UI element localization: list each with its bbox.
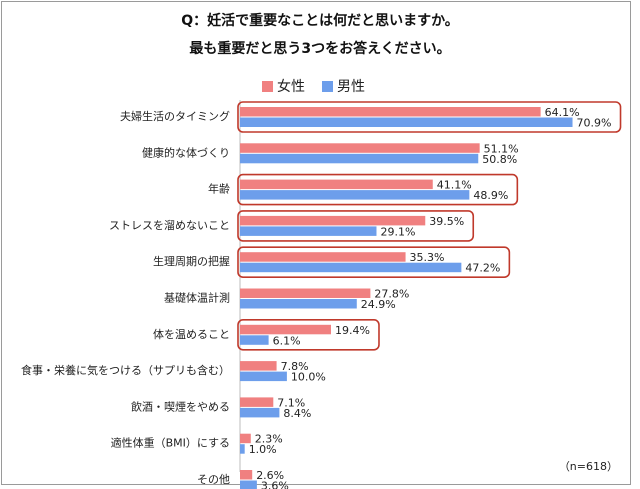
value-label-female: 35.3% bbox=[410, 251, 445, 264]
category-label: 体を温めること bbox=[153, 327, 230, 341]
bar-male bbox=[240, 299, 357, 309]
category-label: 食事・栄養に気をつける（サプリも含む） bbox=[21, 363, 230, 377]
bar-female bbox=[240, 397, 274, 407]
bar-male bbox=[240, 444, 245, 454]
value-label-male: 10.0% bbox=[291, 371, 326, 384]
legend-label-male: 男性 bbox=[337, 79, 365, 95]
bar-male bbox=[240, 371, 287, 382]
value-label-female: 19.4% bbox=[335, 324, 370, 337]
category-label: 飲酒・喫煙をやめる bbox=[131, 399, 230, 413]
chart-subtitle: 最も重要だと思う3つをお答えください。 bbox=[189, 41, 451, 57]
value-label-female: 27.8% bbox=[374, 288, 409, 301]
category-label: 健康的な体づくり bbox=[142, 145, 230, 159]
legend-label-female: 女性 bbox=[277, 78, 305, 95]
value-label-male: 70.9% bbox=[577, 117, 612, 130]
value-label-female: 64.1% bbox=[545, 106, 580, 119]
bar-male bbox=[240, 335, 269, 345]
value-label-female: 7.1% bbox=[277, 396, 305, 409]
bar-male bbox=[240, 407, 280, 418]
highlight-box bbox=[237, 101, 622, 133]
category-label: 基礎体温計測 bbox=[164, 291, 230, 305]
bar-female bbox=[240, 324, 331, 335]
value-label-male: 48.9% bbox=[473, 189, 508, 202]
bar-female bbox=[240, 179, 433, 190]
category-label: その他 bbox=[197, 473, 230, 486]
bar-male bbox=[240, 190, 470, 200]
value-label-female: 41.1% bbox=[437, 179, 472, 192]
category-label: ストレスを溜めないこと bbox=[109, 218, 230, 232]
chart-title: Q：妊活で重要なことは何だと思いますか。 bbox=[181, 13, 459, 29]
highlight-box bbox=[237, 210, 475, 242]
category-label: 夫婦生活のタイミング bbox=[120, 109, 230, 123]
bar-male bbox=[240, 480, 257, 489]
bar-female bbox=[240, 433, 251, 444]
category-label: 適性体重（BMI）にする bbox=[111, 436, 230, 450]
bar-female bbox=[240, 143, 480, 153]
bar-female bbox=[240, 470, 253, 480]
value-label-male: 47.2% bbox=[465, 262, 500, 275]
bar-male bbox=[240, 262, 462, 273]
highlight-box bbox=[237, 246, 511, 278]
category-label: 年齢 bbox=[208, 182, 230, 196]
highlight-box bbox=[237, 318, 380, 351]
value-label-male: 3.6% bbox=[261, 480, 289, 489]
value-label-female: 2.6% bbox=[256, 469, 284, 482]
category-label: 生理周期の把握 bbox=[153, 254, 230, 268]
value-label-male: 50.8% bbox=[482, 153, 517, 166]
chart-frame bbox=[1, 1, 631, 485]
bar-female bbox=[240, 215, 426, 226]
bar-female bbox=[240, 252, 406, 262]
bar-male bbox=[240, 153, 479, 164]
value-label-female: 7.8% bbox=[281, 360, 309, 373]
value-label-female: 51.1% bbox=[484, 142, 519, 155]
value-label-male: 1.0% bbox=[249, 443, 277, 456]
value-label-male: 6.1% bbox=[273, 334, 301, 347]
bar-female bbox=[240, 361, 277, 371]
value-label-female: 39.5% bbox=[429, 215, 464, 228]
legend-swatch-male bbox=[322, 81, 333, 92]
bar-female bbox=[240, 107, 541, 117]
value-label-male: 24.9% bbox=[361, 298, 396, 311]
bar-male bbox=[240, 117, 573, 127]
legend-swatch-female bbox=[262, 81, 273, 92]
bar-male bbox=[240, 226, 377, 236]
bar-female bbox=[240, 288, 371, 298]
value-label-male: 29.1% bbox=[380, 225, 415, 238]
highlight-box bbox=[237, 173, 519, 206]
value-label-male: 8.4% bbox=[283, 407, 311, 420]
value-label-female: 2.3% bbox=[255, 433, 283, 446]
sample-size-note: （n=618） bbox=[559, 460, 618, 473]
